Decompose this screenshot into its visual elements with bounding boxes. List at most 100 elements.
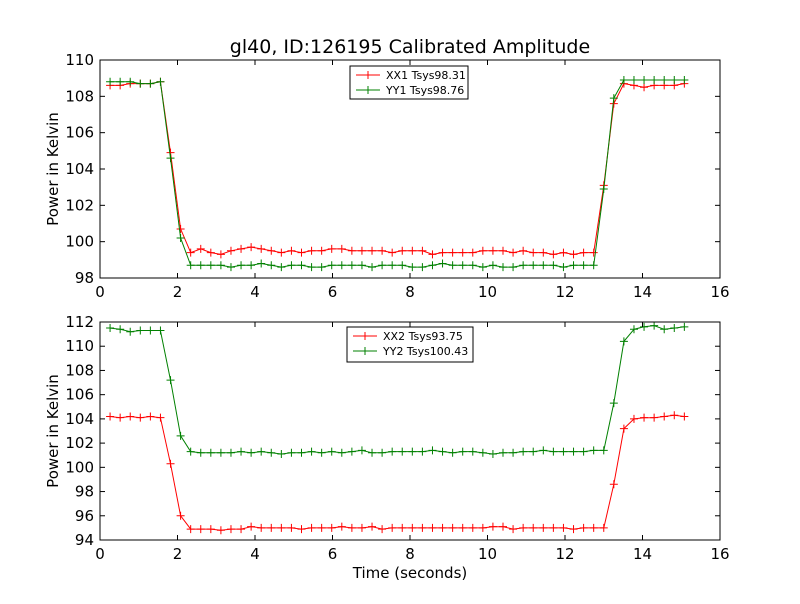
x-tick-label: 8 — [405, 283, 415, 301]
data-point — [509, 263, 518, 272]
data-point — [519, 246, 528, 255]
data-point — [277, 263, 286, 272]
data-point — [438, 523, 447, 532]
y-tick-label: 102 — [65, 434, 94, 452]
data-point — [619, 424, 628, 433]
data-point — [267, 523, 276, 532]
data-point — [186, 447, 195, 456]
data-point — [569, 447, 578, 456]
data-point — [156, 326, 165, 335]
data-point — [226, 263, 235, 272]
data-point — [448, 261, 457, 270]
data-point — [428, 261, 437, 270]
y-tick-label: 100 — [65, 458, 94, 476]
data-point — [478, 246, 487, 255]
data-point — [126, 77, 135, 86]
series-line — [110, 79, 685, 268]
data-point — [529, 447, 538, 456]
y-tick-label: 96 — [75, 507, 94, 525]
data-point — [347, 523, 356, 532]
y-tick-label: 106 — [65, 386, 94, 404]
y-tick-label: 102 — [65, 196, 94, 214]
data-point — [418, 263, 427, 272]
data-point — [499, 448, 507, 457]
data-point — [589, 446, 598, 455]
data-point — [660, 75, 669, 84]
legend-item: XX1 Tsys98.31 — [356, 69, 466, 82]
data-point — [619, 337, 628, 346]
data-point — [569, 525, 578, 534]
data-point — [347, 447, 356, 456]
data-point — [408, 523, 417, 532]
data-point — [116, 325, 125, 334]
y-tick-label: 104 — [65, 160, 94, 178]
data-point — [116, 413, 125, 422]
data-point — [640, 413, 649, 422]
x-tick-label: 6 — [328, 545, 338, 563]
data-point — [650, 413, 659, 422]
data-point — [378, 448, 387, 457]
legend-label: XX1 Tsys98.31 — [386, 69, 466, 82]
data-point — [629, 414, 638, 423]
legend: XX1 Tsys98.31 YY1 Tsys98.76 — [349, 65, 469, 100]
data-point — [589, 523, 598, 532]
data-point — [166, 154, 175, 163]
data-point — [226, 448, 235, 457]
x-tick-label: 14 — [633, 545, 652, 563]
data-point — [569, 261, 578, 270]
data-point — [307, 246, 316, 255]
data-point — [499, 246, 507, 255]
data-point — [126, 327, 135, 336]
data-point — [579, 248, 588, 257]
data-point — [317, 246, 326, 255]
legend-box — [349, 65, 469, 100]
data-point — [347, 246, 356, 255]
data-point — [337, 261, 346, 270]
data-point — [539, 261, 548, 270]
data-point — [146, 412, 155, 421]
y-tick-label: 112 — [65, 313, 94, 331]
data-point — [609, 480, 618, 489]
data-point — [287, 448, 296, 457]
data-point — [337, 522, 346, 531]
y-tick-label: 100 — [65, 233, 94, 251]
data-point — [287, 261, 296, 270]
data-point — [176, 234, 185, 243]
data-point — [650, 75, 659, 84]
bottom-panel: 0 2 4 6 8 10 12 14 16 94 96 98 100 102 104 106 108 110 112… — [44, 313, 730, 582]
x-tick-label: 14 — [633, 283, 652, 301]
data-point — [509, 448, 518, 457]
data-point — [186, 525, 195, 534]
data-point — [267, 261, 276, 270]
data-point — [468, 523, 477, 532]
data-point — [680, 322, 689, 331]
data-point — [277, 248, 286, 257]
data-point — [670, 324, 679, 333]
data-point — [509, 248, 518, 257]
data-point — [388, 523, 397, 532]
data-point — [458, 261, 467, 270]
data-point — [156, 413, 165, 422]
data-point — [247, 448, 256, 457]
data-point — [378, 525, 387, 534]
x-tick-label: 4 — [250, 545, 260, 563]
data-point — [428, 250, 437, 259]
data-point — [609, 94, 618, 103]
data-point — [478, 263, 487, 272]
series-2 — [106, 321, 689, 459]
data-point — [206, 248, 215, 257]
data-point — [257, 447, 266, 456]
data-point — [680, 412, 689, 421]
chart-title: gl40, ID:126195 Calibrated Amplitude — [230, 36, 590, 58]
data-point — [307, 523, 316, 532]
data-point — [629, 75, 638, 84]
data-point — [468, 248, 477, 257]
data-point — [287, 246, 296, 255]
data-point — [277, 450, 286, 459]
data-point — [357, 523, 366, 532]
data-point — [247, 243, 256, 252]
x-tick-label: 10 — [478, 283, 497, 301]
legend-item: YY1 Tsys98.76 — [356, 84, 464, 97]
x-tick-label: 4 — [250, 283, 260, 301]
